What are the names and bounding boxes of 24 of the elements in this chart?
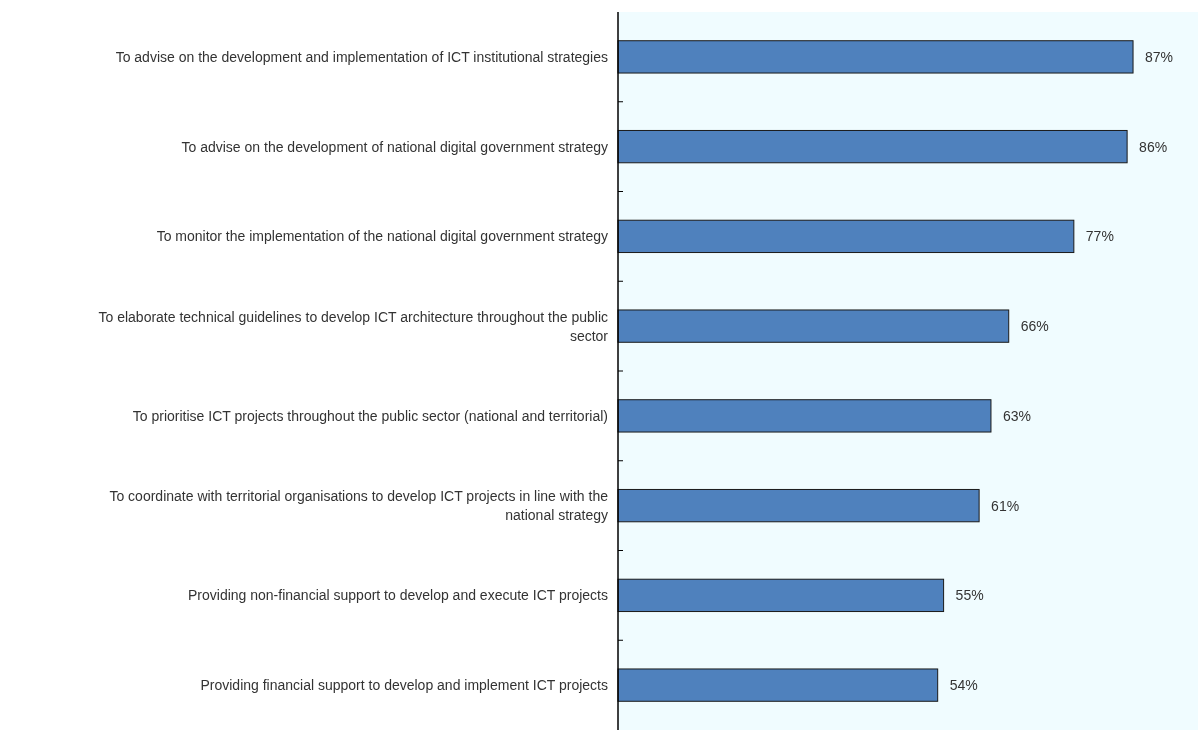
data-label: 54% [949,677,978,694]
y-tick-label: To elaborate technical guidelines to develop ICT architecture throughout the public sector [98,308,609,344]
data-label: 86% [1139,138,1168,155]
data-label: 61% [991,497,1020,514]
y-tick-label: To advise on the development and implementation of ICT institutional strategies [115,48,608,65]
bar [617,40,1134,74]
data-label: 77% [1085,228,1114,245]
data-label: 66% [1020,318,1049,335]
data-label: 55% [955,587,984,604]
y-tick-label: To prioritise ICT projects throughout the public sector (national and territorial) [132,407,608,424]
y-tick-label: To coordinate with territorial organisations to develop ICT projects in line with the national strategy [109,488,609,524]
bar [617,578,945,613]
bar [617,129,1128,164]
y-tick-label: To advise on the development of national digital government strategy [181,138,608,155]
y-tick-label: Providing financial support to develop and implement ICT projects [200,677,608,694]
bar [617,668,939,702]
y-tick-label: To monitor the implementation of the national digital government strategy [156,228,608,245]
y-tick-label: Providing non-financial support to develop and execute ICT projects [188,587,608,604]
bar [617,309,1010,343]
data-label: 87% [1145,48,1174,65]
data-label: 63% [1002,407,1031,424]
bar [617,399,992,433]
bar [617,219,1075,254]
bar [617,488,980,523]
